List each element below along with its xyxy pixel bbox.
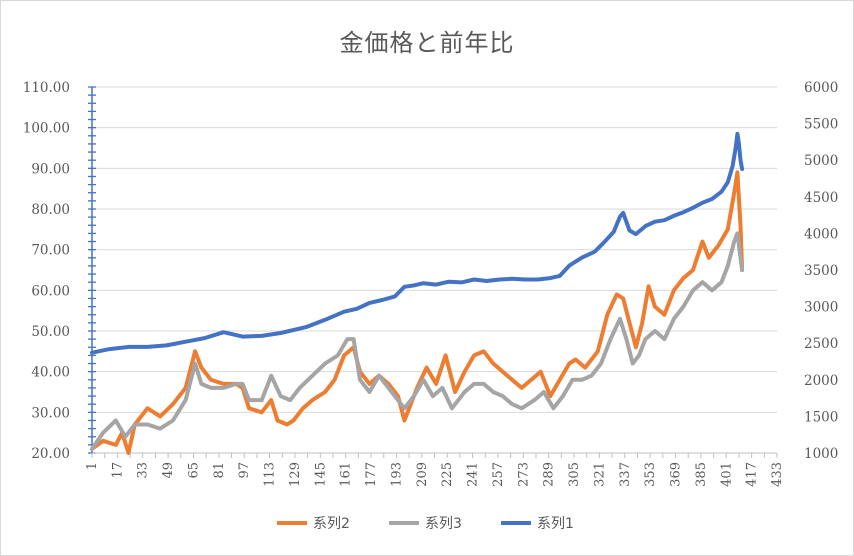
y-right-tick-label: 1000 xyxy=(804,446,838,462)
x-tick-label: 209 xyxy=(415,462,430,487)
x-tick-label: 81 xyxy=(212,462,227,479)
y-left-tick-label: 50.00 xyxy=(31,324,70,340)
y-right-tick-label: 4000 xyxy=(804,226,838,242)
x-tick-label: 33 xyxy=(136,462,151,479)
x-tick-label: 225 xyxy=(440,462,455,487)
x-tick-label: 401 xyxy=(719,462,734,487)
y-right-tick-label: 3000 xyxy=(804,300,838,316)
y-left-tick-label: 90.00 xyxy=(31,161,70,177)
x-tick-label: 241 xyxy=(466,462,481,487)
legend-label: 系列1 xyxy=(537,516,574,532)
y-right-tick-label: 2500 xyxy=(804,336,838,352)
x-tick-label: 385 xyxy=(694,462,709,487)
y-left-tick-label: 40.00 xyxy=(31,365,70,381)
x-tick-label: 257 xyxy=(491,462,506,487)
axes: 20.00 30.00 40.00 50.00 60.00 70.00 80.00 90.00… xyxy=(23,80,839,487)
y-left-tick-label: 30.00 xyxy=(31,405,70,421)
y-right-tick-label: 1500 xyxy=(804,409,838,425)
y-right-tick-label: 3500 xyxy=(804,263,838,279)
chart-title: 金価格と前年比 xyxy=(339,29,515,57)
x-tick-label: 1 xyxy=(85,462,100,470)
x-tick-label: 17 xyxy=(110,462,125,479)
x-tick-label: 161 xyxy=(339,462,354,487)
legend-label: 系列2 xyxy=(313,516,350,532)
x-tick-label: 145 xyxy=(313,462,328,487)
x-tick-label: 369 xyxy=(669,462,684,487)
x-tick-label: 289 xyxy=(542,462,557,487)
x-tick-label: 193 xyxy=(389,462,404,487)
x-tick-label: 65 xyxy=(186,462,201,479)
x-tick-label: 49 xyxy=(161,462,176,479)
legend-label: 系列3 xyxy=(425,516,462,532)
x-tick-label: 177 xyxy=(364,462,379,487)
y-left-tick-label: 100.00 xyxy=(23,121,70,137)
grid-lines xyxy=(92,86,777,454)
x-tick-label: 129 xyxy=(288,462,303,487)
y-right-tick-label: 5000 xyxy=(804,153,838,169)
series-line-系列2 xyxy=(90,170,745,455)
x-tick-label: 337 xyxy=(618,462,633,487)
series-line-系列3 xyxy=(90,231,745,451)
x-tick-label: 321 xyxy=(592,462,607,487)
y-right-tick-label: 2000 xyxy=(804,373,838,389)
x-tick-label: 353 xyxy=(643,462,658,487)
x-tick-label: 417 xyxy=(745,462,760,487)
y-right-tick-label: 5500 xyxy=(804,117,838,133)
y-right-tick-label: 6000 xyxy=(804,80,838,96)
y-right-tick-label: 4500 xyxy=(804,190,838,206)
x-tick-label: 113 xyxy=(263,462,278,487)
y-left-tick-label: 70.00 xyxy=(31,243,70,259)
x-tick-label: 273 xyxy=(516,462,531,487)
x-tick-label: 305 xyxy=(567,462,582,487)
series-lines xyxy=(90,131,745,455)
y-left-tick-label: 110.00 xyxy=(23,80,70,96)
x-tick-label: 97 xyxy=(237,462,252,479)
series-line-系列1 xyxy=(90,131,745,355)
x-tick-label: 433 xyxy=(770,462,785,487)
y-left-tick-label: 20.00 xyxy=(31,446,70,462)
y-left-tick-label: 80.00 xyxy=(31,202,70,218)
y-left-tick-label: 60.00 xyxy=(31,283,70,299)
legend: 系列2 系列3 系列1 xyxy=(277,516,574,532)
